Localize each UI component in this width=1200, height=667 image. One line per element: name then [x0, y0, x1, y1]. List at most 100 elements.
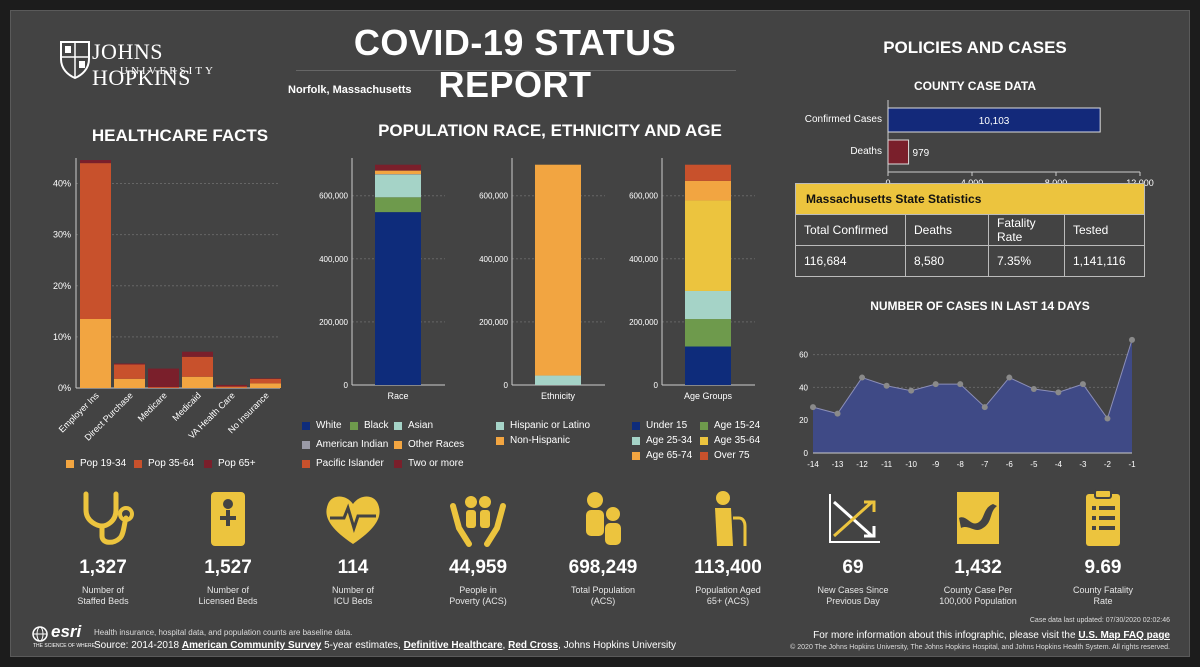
stats-row: 1,327 Number of Staffed Beds 1,527 Number…: [48, 488, 1158, 613]
hc-bar-segment: [216, 386, 247, 388]
days-xtick: -10: [905, 460, 917, 469]
esri-tagline: THE SCIENCE OF WHERE: [33, 643, 95, 649]
state-header-tested: Tested: [1073, 223, 1109, 237]
pop-ytick: 400,000: [629, 255, 658, 264]
legend-hispanic: Hispanic or Latino: [496, 420, 590, 431]
days-point: [981, 404, 988, 411]
ethnicity-legend: Hispanic or Latino Non-Hispanic: [496, 420, 616, 454]
stat-value: 698,249: [568, 557, 638, 578]
legend-pop35-64: Pop 35-64: [134, 458, 194, 469]
legend-age65-74: Age 65-74: [632, 450, 692, 461]
days-xtick: -8: [957, 460, 965, 469]
legend-pacific-islander: Pacific Islander: [302, 458, 384, 469]
stat-value: 44,959: [448, 557, 508, 578]
legend-black: Black: [350, 420, 388, 431]
source-line: Source: 2014-2018 American Community Sur…: [94, 640, 676, 651]
pop-ytick: 0: [504, 381, 509, 390]
pop-bar-segment: [685, 200, 731, 291]
trend-cross-icon: [829, 494, 880, 543]
race-legend: White Black Asian American Indian Other …: [300, 420, 490, 472]
pop-bar-segment: [375, 174, 421, 198]
stat-poverty: 44,959 People in Poverty (ACS): [423, 488, 533, 613]
state-stats-title: Massachusetts State Statistics: [796, 184, 1144, 214]
days-xtick: -2: [1104, 460, 1112, 469]
population-heading: POPULATION RACE, ETHNICITY AND AGE: [378, 121, 722, 140]
legend-asian: Asian: [394, 420, 433, 431]
legend-non-hispanic: Non-Hispanic: [496, 435, 570, 446]
red-cross-link[interactable]: Red Cross: [508, 640, 559, 651]
days-point: [1129, 336, 1135, 343]
days-xtick: -6: [1006, 460, 1014, 469]
last-updated: Case data last updated: 07/30/2020 02:02…: [1029, 617, 1170, 624]
stat-value: 9.69: [1084, 557, 1122, 578]
stat-value: 113,400: [694, 557, 762, 578]
stat-label: People in Poverty (ACS): [449, 585, 507, 606]
stat-fatality-rate: 9.69 County Fatality Rate: [1048, 488, 1158, 613]
days-ytick: 0: [804, 449, 809, 458]
pop-bar-segment: [685, 319, 731, 347]
county-category: Confirmed Cases: [805, 114, 882, 125]
definitive-healthcare-link[interactable]: Definitive Healthcare: [403, 640, 503, 651]
days-point: [1030, 386, 1037, 393]
legend-age25-34: Age 25-34: [632, 435, 692, 446]
days-xtick: -12: [856, 460, 868, 469]
clipboard-icon: [1086, 489, 1120, 546]
pop-ytick: 600,000: [479, 192, 508, 201]
days-xtick: -14: [807, 460, 819, 469]
legend-age15-24: Age 15-24: [700, 420, 760, 431]
hc-bar-segment: [250, 378, 281, 384]
state-value-fatality: 7.35%: [989, 246, 1065, 276]
faq-link[interactable]: U.S. Map FAQ page: [1078, 630, 1170, 641]
pop-xtick: Ethnicity: [541, 391, 576, 401]
state-value-tested: 1,141,116: [1073, 254, 1126, 268]
stat-icu-beds: 114 Number of ICU Beds: [298, 488, 408, 613]
copyright: © 2020 The Johns Hopkins University, The…: [790, 644, 1170, 651]
pop-bar-segment: [535, 375, 581, 385]
hc-bar-segment: [80, 163, 111, 319]
legend-two-or-more: Two or more: [394, 458, 464, 469]
pop-ytick: 200,000: [629, 318, 658, 327]
days-ytick: 60: [799, 351, 808, 360]
state-header-confirmed: Total Confirmed: [796, 215, 906, 245]
healthcare-legend: Pop 19-34 Pop 35-64 Pop 65+: [60, 458, 300, 472]
family-icon: [586, 492, 621, 545]
days-ytick: 20: [799, 416, 808, 425]
stat-licensed-beds: 1,527 Number of Licensed Beds: [173, 488, 283, 613]
hc-bar-segment: [80, 319, 111, 388]
stat-label: Number of Licensed Beds: [198, 585, 258, 606]
hc-ytick: 10%: [53, 332, 71, 342]
logo-line1: JOHNS HOPKINS: [92, 39, 191, 90]
medical-kit-icon: [211, 492, 245, 546]
days-xtick: -3: [1079, 460, 1087, 469]
baseline-note: Health insurance, hospital data, and pop…: [94, 628, 353, 637]
state-value-deaths: 8,580: [906, 246, 989, 276]
age-chart: 0 200,000 400,000 600,000 Age Groups: [629, 158, 755, 401]
days-point: [859, 374, 866, 381]
legend-over75: Over 75: [700, 450, 750, 461]
pop-bar-segment: [375, 212, 421, 385]
county-map-icon: [957, 492, 999, 544]
stat-aged65: 113,400 Population Aged 65+ (ACS): [673, 488, 783, 613]
stat-population: 698,249 Total Population (ACS): [548, 488, 658, 613]
esri-logo: esri THE SCIENCE OF WHERE: [32, 622, 95, 650]
days-xtick: -5: [1030, 460, 1038, 469]
ethnicity-chart: 0 200,000 400,000 600,000 Ethnicity: [479, 158, 605, 401]
hands-people-icon: [450, 496, 506, 547]
hc-ytick: 30%: [53, 230, 71, 240]
days-xtick: -4: [1055, 460, 1063, 469]
state-value-row: 116,684 8,580 7.35% 1,141,116: [796, 245, 1144, 276]
stat-cases-per-100k: 1,432 County Case Per 100,000 Population: [923, 488, 1033, 613]
days-point: [883, 382, 890, 389]
legend-age35-64: Age 35-64: [700, 435, 760, 446]
pop-ytick: 200,000: [319, 318, 348, 327]
stat-value: 1,327: [79, 557, 127, 578]
county-heading: COUNTY CASE DATA: [913, 79, 1036, 93]
stat-label: Total Population (ACS): [570, 585, 636, 606]
stat-label: County Fatality Rate: [1072, 585, 1134, 606]
hc-bar-segment: [182, 376, 213, 388]
title-divider: [296, 70, 736, 71]
hc-bar-segment: [148, 368, 179, 387]
acs-link[interactable]: American Community Survey: [181, 640, 322, 651]
stat-value: 114: [337, 557, 369, 578]
